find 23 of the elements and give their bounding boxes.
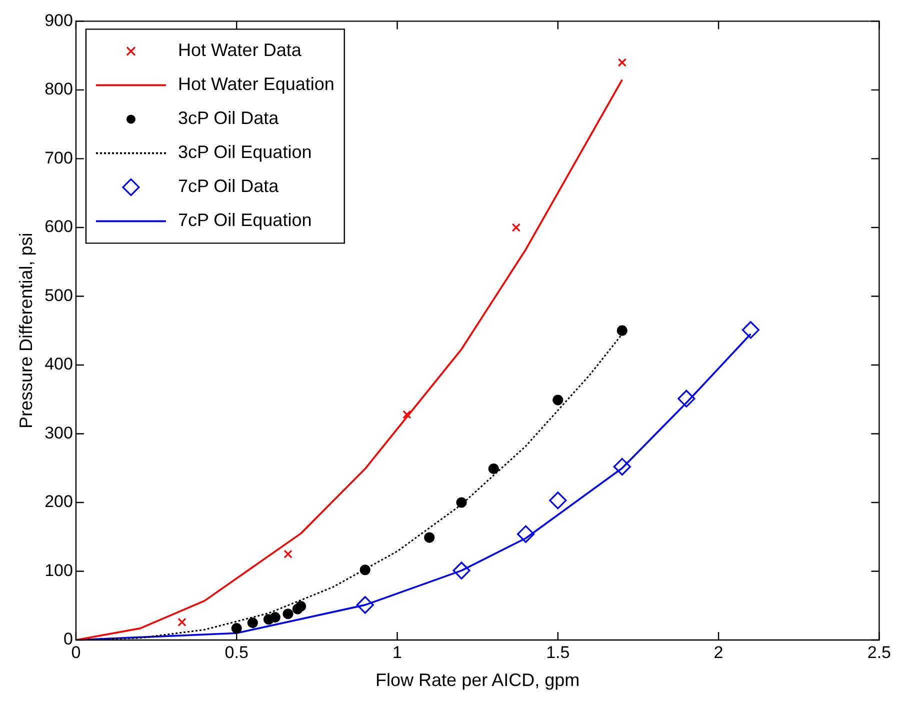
y-axis-title: Pressure Differential, psi	[16, 232, 36, 428]
y-tick-label: 700	[44, 148, 73, 168]
x-tick-label: 2	[714, 642, 724, 662]
legend-label: 3cP Oil Equation	[178, 142, 312, 162]
x-axis-title: Flow Rate per AICD, gpm	[376, 670, 580, 690]
x-tick-label: 1	[392, 642, 402, 662]
y-tick-label: 200	[44, 492, 73, 512]
legend-label: Hot Water Equation	[178, 74, 334, 94]
x-tick-label: 0.5	[224, 642, 248, 662]
y-tick-label: 600	[44, 217, 73, 236]
y-tick-label: 900	[44, 10, 73, 30]
x-tick-label: 1.5	[546, 642, 570, 662]
y-tick-label: 500	[44, 286, 73, 305]
y-tick-label: 800	[44, 80, 73, 99]
y-tick-label: 300	[44, 423, 73, 442]
legend-label: 7cP Oil Data	[178, 176, 280, 196]
legend-label: 7cP Oil Equation	[178, 210, 312, 230]
legend-label: 3cP Oil Data	[178, 108, 280, 128]
x-tick-label: 2.5	[867, 642, 892, 662]
y-tick-label: 100	[44, 560, 73, 580]
legend-label: Hot Water Data	[178, 40, 302, 60]
y-tick-label: 400	[44, 354, 73, 374]
y-tick-label: 0	[63, 630, 73, 649]
